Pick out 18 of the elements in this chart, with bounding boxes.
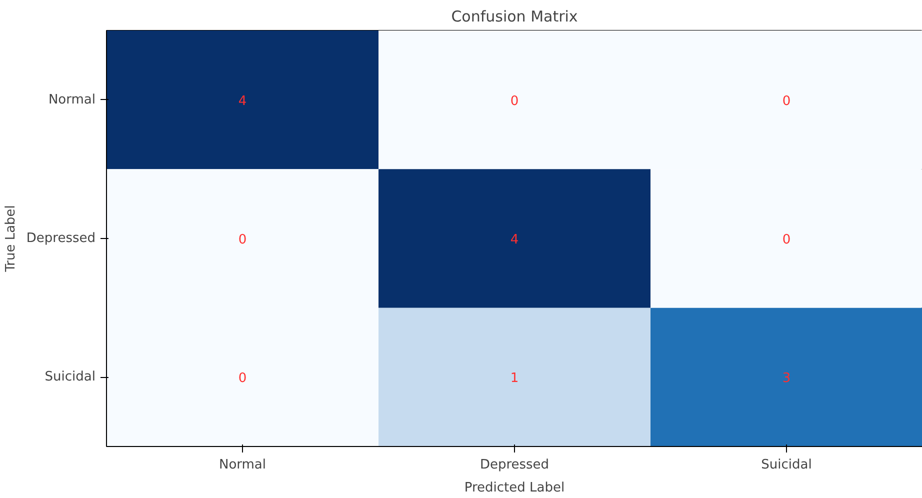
x-tick-label: Normal bbox=[218, 458, 266, 472]
y-tick-label: Depressed bbox=[26, 231, 96, 246]
data-label: 4 bbox=[238, 94, 247, 109]
data-label: 0 bbox=[510, 94, 519, 109]
data-label: 0 bbox=[238, 232, 247, 248]
y-tick-label: Suicidal bbox=[44, 370, 96, 385]
data-label: 1 bbox=[510, 371, 519, 386]
data-label: 0 bbox=[782, 232, 791, 248]
data-label: 0 bbox=[782, 94, 791, 109]
y-tick-label: Normal bbox=[48, 92, 96, 108]
chart-title: Confusion Matrix bbox=[451, 8, 578, 26]
x-tick-label: Suicidal bbox=[761, 458, 812, 472]
data-label: 3 bbox=[782, 371, 791, 386]
data-label: 0 bbox=[238, 371, 247, 386]
y-axis-title: True Label bbox=[3, 205, 18, 273]
data-label: 4 bbox=[510, 232, 519, 248]
x-axis-title: Predicted Label bbox=[464, 480, 565, 496]
x-tick-label: Depressed bbox=[480, 458, 550, 472]
